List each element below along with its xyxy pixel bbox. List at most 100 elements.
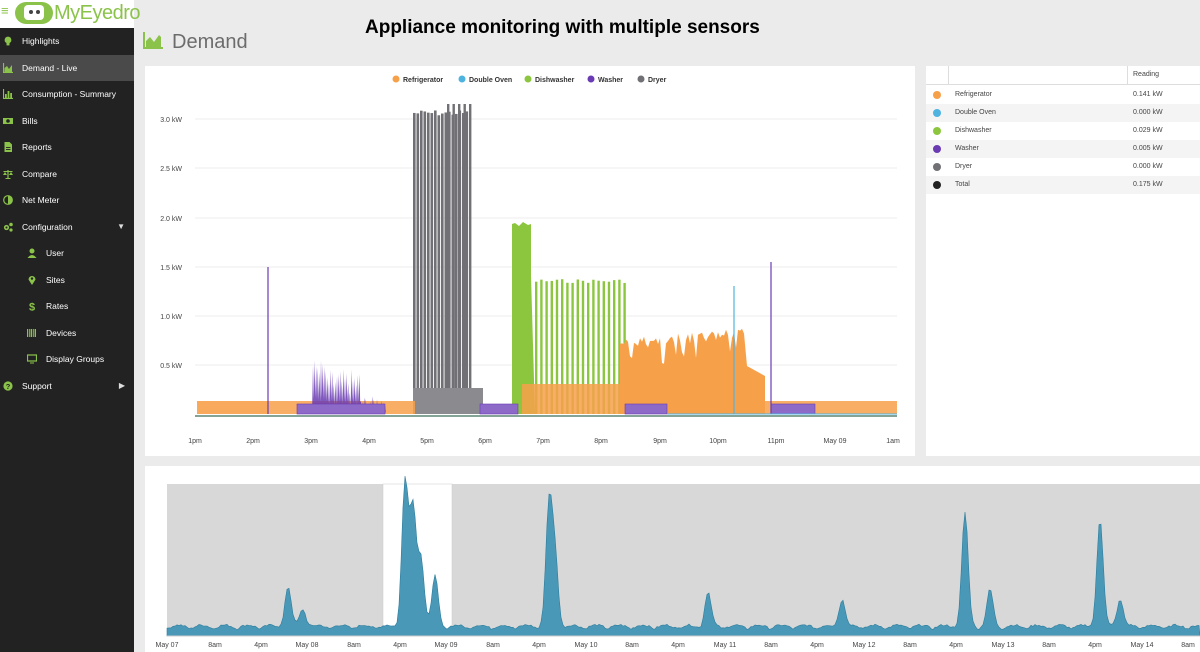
dryer-bar xyxy=(427,112,430,415)
reading-row-double-oven[interactable]: Double Oven 0.000 kW xyxy=(926,104,1200,122)
x-tick-label: 4pm xyxy=(532,642,546,649)
demand-chart[interactable]: Refrigerator Double Oven Dishwasher Wash… xyxy=(145,66,915,456)
area-chart-icon xyxy=(143,32,163,49)
x-tick-label: 1pm xyxy=(188,438,202,445)
x-tick-label: 8am xyxy=(486,642,500,649)
dishwasher-bar xyxy=(535,281,538,414)
sidebar-item-highlights[interactable]: Highlights xyxy=(0,28,134,54)
series-refrigerator xyxy=(197,328,897,414)
reading-name: Dryer xyxy=(955,163,973,170)
sidebar-item-support[interactable]: ? Support ▶ xyxy=(0,373,134,399)
legend-label: Dryer xyxy=(648,77,667,84)
x-tick-label: 4pm xyxy=(810,642,824,649)
page-title: Demand xyxy=(172,31,248,53)
sidebar-item-label: Configuration xyxy=(22,222,73,232)
reading-row-refrigerator[interactable]: Refrigerator 0.141 kW xyxy=(926,86,1200,104)
sidebar-item-label: Display Groups xyxy=(46,354,105,364)
logo-bar: ≡ MyEyedro xyxy=(0,0,141,28)
reading-row-washer[interactable]: Washer 0.005 kW xyxy=(926,140,1200,158)
dryer-bar xyxy=(455,113,458,415)
x-tick-label: 4pm xyxy=(362,438,376,445)
caret-right-icon[interactable]: ▶ xyxy=(118,381,125,390)
status-dot-icon xyxy=(933,181,941,189)
x-tick-label: May 08 xyxy=(296,642,319,649)
x-tick-label: 4pm xyxy=(671,642,685,649)
dryer-base xyxy=(413,388,483,414)
dryer-bar xyxy=(465,111,469,415)
dryer-bar xyxy=(413,112,416,414)
caret-down-icon[interactable]: ▼ xyxy=(117,222,125,231)
sidebar-item-net-meter[interactable]: Net Meter xyxy=(0,187,134,213)
sidebar-item-label: Consumption - Summary xyxy=(22,89,117,99)
x-tick-label: 4pm xyxy=(949,642,963,649)
overview-area xyxy=(166,476,1200,637)
x-tick-label: May 12 xyxy=(853,642,876,649)
dishwasher-bar xyxy=(602,281,605,414)
reading-row-dryer[interactable]: Dryer 0.000 kW xyxy=(926,158,1200,176)
reading-value: 0.005 kW xyxy=(1133,145,1163,152)
x-tick-label: 2pm xyxy=(246,438,260,445)
overview-chart[interactable]: May 07 8am 4pm May 08 8am 4pm May 09 8am… xyxy=(145,466,1200,652)
sidebar-item-consumption-summary[interactable]: Consumption - Summary xyxy=(0,81,134,107)
sidebar-item-rates[interactable]: $ Rates xyxy=(0,293,134,319)
readings-panel: Reading Refrigerator 0.141 kW Double Ove… xyxy=(926,66,1200,456)
dishwasher-bar xyxy=(618,279,621,414)
legend-item-refrigerator[interactable]: Refrigerator xyxy=(392,75,444,85)
sidebar-item-label: Compare xyxy=(22,169,57,179)
x-tick-label: May 14 xyxy=(1131,642,1154,649)
sidebar-item-configuration[interactable]: Configuration ▼ xyxy=(0,214,134,240)
x-tick-label: 9pm xyxy=(653,438,667,445)
legend-item-dishwasher[interactable]: Dishwasher xyxy=(524,75,575,85)
dryer-bar xyxy=(416,113,420,414)
sidebar-item-sites[interactable]: Sites xyxy=(0,267,134,293)
dryer-bar xyxy=(463,104,466,414)
monitor-icon xyxy=(27,354,37,364)
legend-item-double-oven[interactable]: Double Oven xyxy=(458,75,513,85)
dryer-bar xyxy=(458,104,461,414)
dishwasher-bar xyxy=(576,279,579,414)
dryer-bar xyxy=(462,112,465,414)
dryer-bar xyxy=(437,115,441,414)
sidebar-item-devices[interactable]: Devices xyxy=(0,320,134,346)
series-dryer xyxy=(413,104,483,415)
legend-item-dryer[interactable]: Dryer xyxy=(637,75,667,85)
barcode-icon xyxy=(27,329,36,337)
reading-value: 0.175 kW xyxy=(1133,181,1163,188)
overlay-caption: Appliance monitoring with multiple senso… xyxy=(365,17,760,38)
dishwasher-bar xyxy=(597,280,600,414)
legend-label: Refrigerator xyxy=(403,77,443,84)
dishwasher-bar xyxy=(592,279,595,414)
dishwasher-bar xyxy=(581,280,585,414)
status-dot-icon xyxy=(933,109,941,117)
dryer-bar xyxy=(447,104,450,414)
svg-text:?: ? xyxy=(6,382,11,391)
x-tick-label: May 07 xyxy=(156,642,179,649)
x-axis-ticks: 1pm 2pm 3pm 4pm 5pm 6pm 7pm 8pm 9pm 10pm… xyxy=(188,438,900,445)
sidebar-item-user[interactable]: User xyxy=(0,240,134,266)
series-double-oven xyxy=(667,286,897,415)
x-tick-label: 8am xyxy=(903,642,917,649)
sidebar-item-compare[interactable]: Compare xyxy=(0,161,134,187)
brand-logo-text[interactable]: MyEyedro xyxy=(54,2,141,24)
dishwasher-bar xyxy=(571,282,574,414)
series-washer xyxy=(267,262,816,415)
dryer-bar xyxy=(420,110,423,415)
eyedro-plug-logo-icon[interactable] xyxy=(15,2,53,24)
sidebar-item-demand-live[interactable]: Demand - Live xyxy=(0,55,134,81)
map-marker-icon xyxy=(28,276,36,285)
sidebar-item-bills[interactable]: Bills xyxy=(0,108,134,134)
legend-item-washer[interactable]: Washer xyxy=(587,75,624,85)
balance-scale-icon xyxy=(3,170,13,179)
hamburger-menu-icon[interactable]: ≡ xyxy=(1,3,9,18)
dryer-bar xyxy=(434,110,437,414)
dryer-bar xyxy=(441,113,444,414)
reading-row-dishwasher[interactable]: Dishwasher 0.029 kW xyxy=(926,122,1200,140)
sidebar-item-reports[interactable]: Reports xyxy=(0,134,134,160)
reading-column-header[interactable]: Reading xyxy=(1133,71,1160,78)
x-tick-label: 8pm xyxy=(594,438,608,445)
navigator-mask-right xyxy=(452,484,1200,636)
sidebar-item-display-groups[interactable]: Display Groups xyxy=(0,346,134,372)
washer-block xyxy=(770,403,816,415)
x-tick-label: 8am xyxy=(764,642,778,649)
reading-row-total[interactable]: Total 0.175 kW xyxy=(926,176,1200,194)
